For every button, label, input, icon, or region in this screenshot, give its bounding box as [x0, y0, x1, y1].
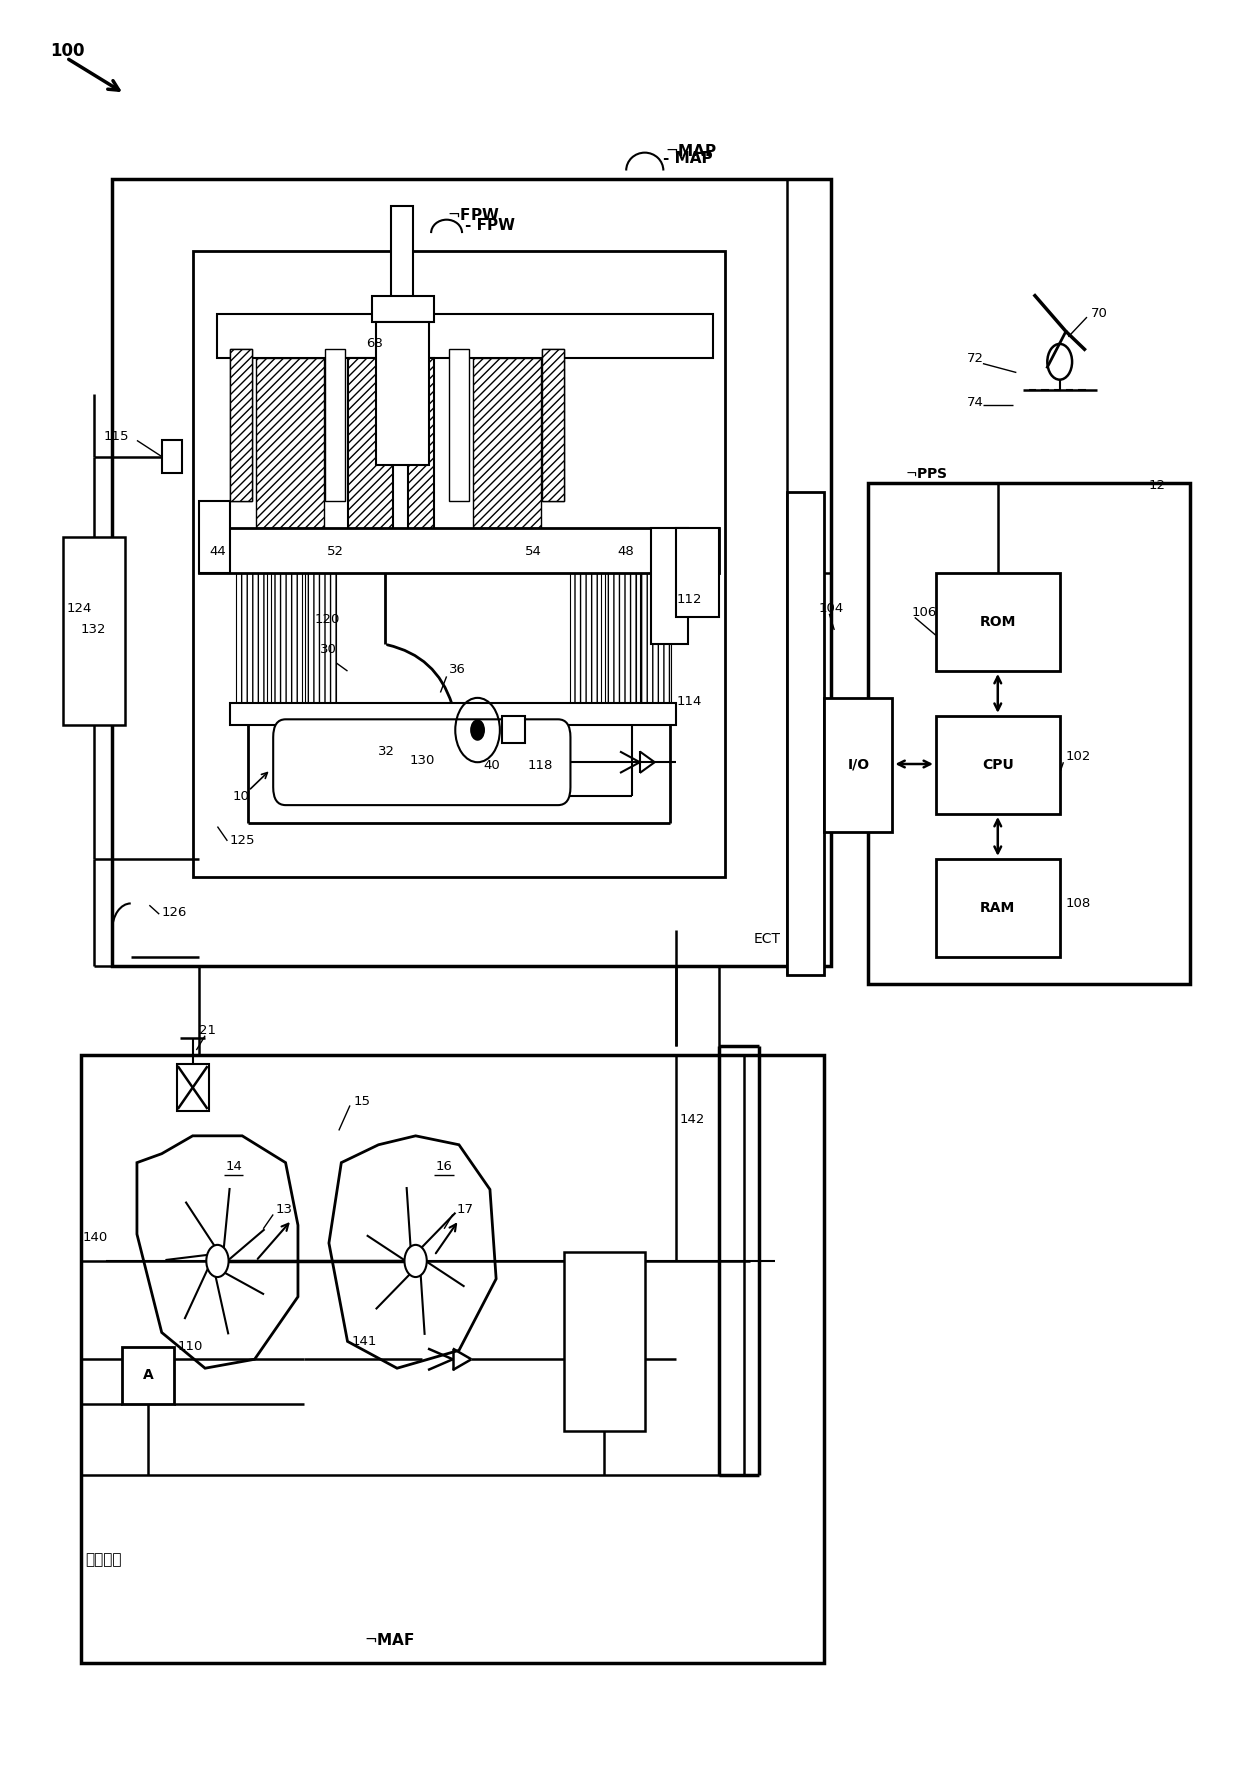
Text: 74: 74	[967, 397, 983, 410]
Bar	[936, 716, 1060, 814]
Bar	[217, 313, 713, 358]
Text: 104: 104	[818, 601, 843, 615]
Bar	[81, 1056, 825, 1664]
Bar	[198, 528, 719, 572]
Text: - FPW: - FPW	[465, 218, 515, 233]
Bar	[347, 358, 434, 537]
Text: 125: 125	[229, 834, 255, 848]
Text: RAM: RAM	[980, 902, 1016, 914]
Text: 108: 108	[1066, 896, 1091, 911]
Text: 112: 112	[677, 592, 703, 606]
Text: 70: 70	[1091, 308, 1107, 320]
Text: 48: 48	[618, 546, 635, 558]
Text: 120: 120	[314, 612, 340, 626]
Bar	[325, 349, 345, 501]
Text: 10: 10	[232, 789, 249, 803]
Text: I/O: I/O	[847, 759, 869, 771]
Text: 40: 40	[484, 759, 501, 773]
Circle shape	[404, 1245, 427, 1277]
Text: $\neg$FPW: $\neg$FPW	[446, 208, 500, 224]
Bar	[640, 572, 671, 716]
Bar	[255, 358, 324, 528]
Text: 106: 106	[911, 605, 936, 619]
Text: 54: 54	[525, 546, 542, 558]
Text: $\neg$MAP: $\neg$MAP	[665, 143, 717, 159]
Text: 72: 72	[967, 352, 983, 365]
Bar	[393, 349, 408, 555]
Text: 30: 30	[320, 642, 337, 657]
Text: 16: 16	[435, 1159, 453, 1174]
Text: 115: 115	[103, 431, 129, 444]
Bar	[868, 483, 1189, 984]
Text: $\neg$PPS: $\neg$PPS	[905, 467, 947, 481]
Bar	[676, 528, 719, 617]
Text: $\neg$MAF: $\neg$MAF	[363, 1632, 414, 1648]
Text: 52: 52	[326, 546, 343, 558]
Bar	[391, 206, 413, 313]
Text: - MAP: - MAP	[663, 150, 713, 166]
Bar	[229, 349, 252, 501]
Bar	[192, 250, 725, 877]
Circle shape	[470, 719, 485, 741]
Text: 14: 14	[226, 1159, 242, 1174]
Bar	[161, 440, 181, 472]
Bar	[936, 572, 1060, 671]
Bar	[376, 322, 429, 465]
Text: 140: 140	[82, 1231, 108, 1243]
Bar	[270, 572, 301, 716]
Bar	[502, 716, 525, 742]
Text: 21: 21	[198, 1023, 216, 1038]
Bar	[605, 572, 636, 716]
Text: 114: 114	[677, 694, 702, 708]
Bar	[63, 537, 124, 725]
Bar	[542, 349, 564, 501]
Bar	[449, 349, 469, 501]
Text: 36: 36	[449, 662, 466, 676]
Bar	[472, 358, 541, 528]
Bar	[936, 859, 1060, 957]
Text: 44: 44	[210, 546, 226, 558]
Text: 126: 126	[161, 905, 187, 920]
Text: 12: 12	[1149, 479, 1166, 492]
Text: 100: 100	[51, 41, 84, 59]
Bar	[112, 179, 831, 966]
Text: ECT: ECT	[754, 932, 781, 946]
Text: 15: 15	[353, 1095, 371, 1109]
Bar	[176, 1064, 208, 1111]
Text: 130: 130	[409, 753, 434, 767]
Text: ROM: ROM	[980, 615, 1016, 630]
Text: 110: 110	[177, 1340, 203, 1352]
Text: 141: 141	[351, 1335, 377, 1347]
Text: 17: 17	[456, 1202, 474, 1215]
Bar	[651, 528, 688, 644]
FancyBboxPatch shape	[273, 719, 570, 805]
Bar	[305, 572, 336, 716]
Bar	[564, 1252, 645, 1431]
Bar	[542, 349, 564, 501]
Bar	[229, 703, 676, 725]
Text: 32: 32	[378, 744, 396, 759]
Text: 142: 142	[680, 1113, 704, 1127]
Text: 102: 102	[1066, 750, 1091, 764]
Bar	[229, 349, 252, 501]
Bar	[122, 1347, 174, 1404]
Text: 118: 118	[527, 759, 553, 773]
Text: 68: 68	[366, 338, 383, 351]
Bar	[825, 698, 893, 832]
Text: 132: 132	[81, 623, 107, 637]
Text: 13: 13	[275, 1202, 293, 1215]
Bar	[570, 572, 601, 716]
Text: 124: 124	[67, 601, 92, 615]
Circle shape	[206, 1245, 228, 1277]
Bar	[236, 572, 267, 716]
Text: 新鲜空气: 新鲜空气	[84, 1553, 122, 1567]
Text: CPU: CPU	[982, 759, 1013, 771]
Bar	[372, 295, 434, 322]
Bar	[787, 492, 825, 975]
Text: A: A	[143, 1369, 154, 1383]
Bar	[198, 501, 229, 572]
